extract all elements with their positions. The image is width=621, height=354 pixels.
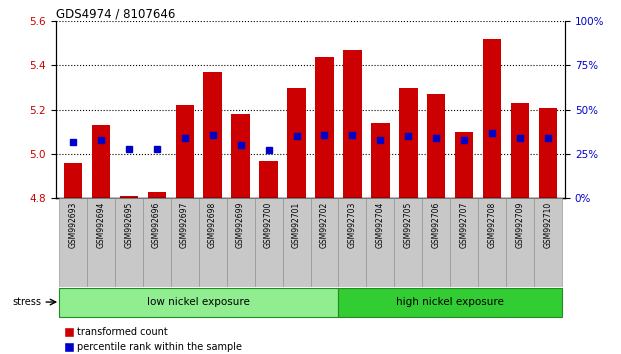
Bar: [143, 198, 171, 287]
Bar: [232, 114, 250, 198]
Bar: [338, 288, 562, 317]
Bar: [539, 108, 558, 198]
Bar: [534, 198, 562, 287]
Text: GSM992704: GSM992704: [376, 202, 385, 248]
Bar: [148, 192, 166, 198]
Bar: [338, 198, 366, 287]
Bar: [204, 72, 222, 198]
Bar: [399, 88, 417, 198]
Text: stress: stress: [13, 297, 42, 307]
Bar: [255, 198, 283, 287]
Text: high nickel exposure: high nickel exposure: [396, 297, 504, 307]
Text: GSM992707: GSM992707: [460, 202, 469, 248]
Text: GSM992705: GSM992705: [404, 202, 413, 248]
Bar: [450, 198, 478, 287]
Bar: [366, 198, 394, 287]
Bar: [371, 123, 389, 198]
Bar: [506, 198, 534, 287]
Bar: [315, 57, 333, 198]
Bar: [455, 132, 473, 198]
Text: GSM992702: GSM992702: [320, 202, 329, 248]
Bar: [227, 198, 255, 287]
Legend: transformed count, percentile rank within the sample: transformed count, percentile rank withi…: [61, 324, 246, 354]
Bar: [288, 88, 306, 198]
Bar: [115, 198, 143, 287]
Text: GSM992701: GSM992701: [292, 202, 301, 248]
Text: GSM992700: GSM992700: [264, 202, 273, 248]
Bar: [59, 198, 87, 287]
Text: GSM992697: GSM992697: [180, 202, 189, 248]
Text: GSM992698: GSM992698: [208, 202, 217, 248]
Text: GSM992699: GSM992699: [236, 202, 245, 248]
Bar: [260, 161, 278, 198]
Text: GSM992694: GSM992694: [96, 202, 105, 248]
Text: GSM992696: GSM992696: [152, 202, 161, 248]
Text: GDS4974 / 8107646: GDS4974 / 8107646: [56, 7, 175, 20]
Bar: [511, 103, 530, 198]
Bar: [283, 198, 310, 287]
Bar: [478, 198, 506, 287]
Bar: [394, 198, 422, 287]
Text: GSM992706: GSM992706: [432, 202, 441, 248]
Bar: [176, 105, 194, 198]
Bar: [59, 288, 338, 317]
Text: GSM992703: GSM992703: [348, 202, 357, 248]
Text: GSM992695: GSM992695: [124, 202, 133, 248]
Bar: [87, 198, 115, 287]
Bar: [119, 196, 138, 198]
Text: GSM992708: GSM992708: [488, 202, 497, 248]
Bar: [343, 50, 361, 198]
Bar: [91, 125, 110, 198]
Bar: [483, 39, 502, 198]
Bar: [171, 198, 199, 287]
Text: GSM992710: GSM992710: [544, 202, 553, 248]
Text: GSM992709: GSM992709: [516, 202, 525, 248]
Bar: [422, 198, 450, 287]
Bar: [63, 163, 82, 198]
Bar: [427, 94, 445, 198]
Bar: [310, 198, 338, 287]
Text: GSM992693: GSM992693: [68, 202, 77, 248]
Bar: [199, 198, 227, 287]
Text: low nickel exposure: low nickel exposure: [147, 297, 250, 307]
